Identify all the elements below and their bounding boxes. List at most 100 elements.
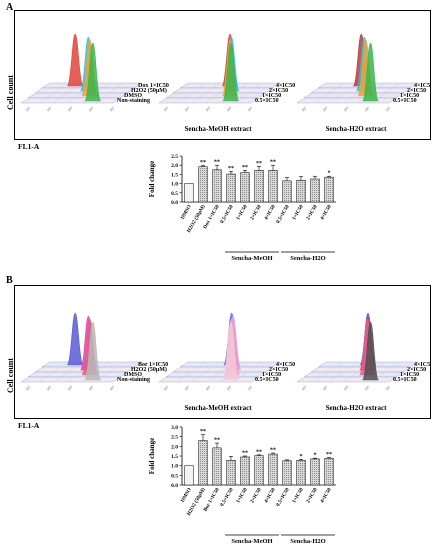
grid-line bbox=[392, 361, 400, 368]
panel-label: A bbox=[6, 2, 14, 13]
row-label: 4×IC50 bbox=[276, 83, 295, 89]
row-label: 0.5×IC50 bbox=[255, 98, 279, 104]
y-tick-label: 1.0 bbox=[171, 464, 178, 470]
y-tick-label: 2.0 bbox=[171, 163, 178, 169]
row-label: Bor 1×IC50 bbox=[138, 362, 168, 368]
grid-line bbox=[198, 82, 206, 89]
grid-line bbox=[357, 376, 365, 383]
bar-chart: Fold change0.00.51.01.52.02.5DMSO**H2O2 … bbox=[148, 154, 336, 262]
grid-line bbox=[46, 92, 54, 99]
bar bbox=[198, 166, 208, 203]
grid-line bbox=[378, 92, 386, 99]
axis-tick-label: 10² bbox=[24, 384, 32, 392]
grid-line bbox=[240, 361, 248, 368]
grid-line bbox=[39, 376, 47, 383]
axis-tick-label: 10² bbox=[162, 384, 170, 392]
bar-y-axis-label: Fold change bbox=[148, 438, 156, 474]
panel-b: B Bor 1×IC50 H2O2 (50μM) DMSO Non-staining 1… bbox=[4, 275, 433, 547]
bar bbox=[296, 460, 306, 486]
bar bbox=[240, 456, 250, 486]
grid-line bbox=[74, 92, 82, 99]
axis-tick-label: 10⁵ bbox=[87, 384, 95, 392]
grid-line bbox=[116, 361, 124, 368]
grid-line bbox=[198, 371, 206, 378]
grid-line bbox=[102, 361, 110, 368]
bar bbox=[198, 440, 208, 486]
y-tick-label: 0.5 bbox=[171, 473, 178, 479]
bar bbox=[268, 453, 278, 486]
grid-line bbox=[240, 371, 248, 378]
grid-line bbox=[184, 92, 192, 99]
extract-caption: Sencha-MeOH extract bbox=[184, 125, 252, 133]
grid-line bbox=[109, 87, 117, 94]
grid-line bbox=[116, 82, 124, 89]
row-label: 0.5×IC50 bbox=[393, 98, 417, 104]
category-label: 2×IC50 bbox=[305, 204, 319, 222]
row-label: 4×IC50 bbox=[414, 83, 430, 89]
row-label: 1×IC50 bbox=[400, 372, 419, 378]
grid-line bbox=[109, 366, 117, 373]
row-label: 1×IC50 bbox=[400, 93, 419, 99]
row-label: 2×IC50 bbox=[407, 367, 426, 373]
panel-a: A Dox 1×IC50 H2O2 (50μM) DMSO Non-staining 1… bbox=[4, 2, 433, 264]
significance-marker: ** bbox=[256, 161, 262, 167]
axis-tick-label: 10⁵ bbox=[87, 105, 95, 113]
row-label: Non-staining bbox=[117, 377, 150, 383]
row-label: 1×IC50 bbox=[262, 93, 281, 99]
category-label: 2×IC50 bbox=[249, 487, 263, 505]
category-label: 4×IC50 bbox=[319, 487, 333, 505]
grid-line bbox=[212, 92, 220, 99]
grid-line bbox=[102, 92, 110, 99]
axis-tick-label: 10⁴ bbox=[342, 384, 350, 392]
grid-line bbox=[198, 92, 206, 99]
axis-tick-label: 10³ bbox=[321, 105, 329, 113]
grid-line bbox=[329, 366, 337, 373]
bar bbox=[310, 178, 320, 203]
category-label: 0.5×IC50 bbox=[219, 204, 235, 225]
axis-tick-label: 10³ bbox=[45, 384, 53, 392]
significance-marker: ** bbox=[256, 449, 262, 455]
y-tick-label: 1.0 bbox=[171, 182, 178, 188]
grid-line bbox=[74, 371, 82, 378]
axis-tick-label: 10⁵ bbox=[363, 384, 371, 392]
significance-marker: ** bbox=[242, 451, 248, 457]
histogram-peak bbox=[222, 321, 240, 381]
significance-marker: ** bbox=[214, 160, 220, 166]
grid-line bbox=[247, 87, 255, 94]
category-label: 4×IC50 bbox=[263, 487, 277, 505]
y-tick-label: 1.5 bbox=[171, 454, 178, 460]
grid-line bbox=[315, 97, 323, 104]
row-label: DMSO bbox=[124, 93, 142, 99]
axis-tick-label: 10⁶ bbox=[108, 105, 116, 113]
category-label: 1×IC50 bbox=[235, 204, 249, 222]
category-label: 4×IC50 bbox=[319, 204, 333, 222]
grid-line bbox=[343, 376, 351, 383]
category-label: DMSO bbox=[180, 204, 193, 220]
grid-line bbox=[191, 376, 199, 383]
group-label: Sencha-H2O bbox=[290, 255, 325, 262]
grid-line bbox=[392, 82, 400, 89]
grid-line bbox=[60, 371, 68, 378]
grid-line bbox=[322, 371, 330, 378]
axis-tick-label: 10⁵ bbox=[363, 105, 371, 113]
grid-line bbox=[336, 361, 344, 368]
category-label: 0.5×IC50 bbox=[219, 487, 235, 508]
category-label: 2×IC50 bbox=[305, 487, 319, 505]
axis-tick-label: 10⁶ bbox=[246, 384, 254, 392]
significance-marker: * bbox=[328, 171, 331, 177]
histogram-peak bbox=[362, 42, 379, 102]
y-axis-label: Cell count bbox=[6, 358, 15, 393]
row-label: 4×IC50 bbox=[276, 362, 295, 368]
group-label: Sencha-MeOH bbox=[231, 255, 272, 262]
grid-line bbox=[336, 92, 344, 99]
significance-marker: ** bbox=[228, 166, 234, 172]
grid-line bbox=[212, 82, 220, 89]
axis-tick-label: 10⁴ bbox=[66, 105, 74, 113]
axis-tick-label: 10⁴ bbox=[204, 384, 212, 392]
row-label: H2O2 (50μM) bbox=[131, 87, 167, 94]
y-tick-label: 1.5 bbox=[171, 172, 178, 178]
